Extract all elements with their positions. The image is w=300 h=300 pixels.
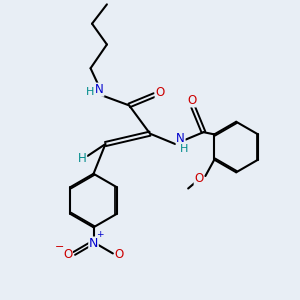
Text: O: O [155, 85, 164, 98]
Text: O: O [194, 172, 203, 185]
Text: H: H [85, 87, 94, 97]
Text: O: O [63, 248, 72, 261]
Text: −: − [55, 242, 64, 252]
Text: N: N [89, 237, 98, 250]
Text: N: N [95, 83, 104, 96]
Text: O: O [187, 94, 196, 107]
Text: +: + [96, 230, 103, 239]
Text: O: O [115, 248, 124, 261]
Text: H: H [78, 152, 87, 165]
Text: H: H [179, 144, 188, 154]
Text: N: N [176, 132, 185, 145]
